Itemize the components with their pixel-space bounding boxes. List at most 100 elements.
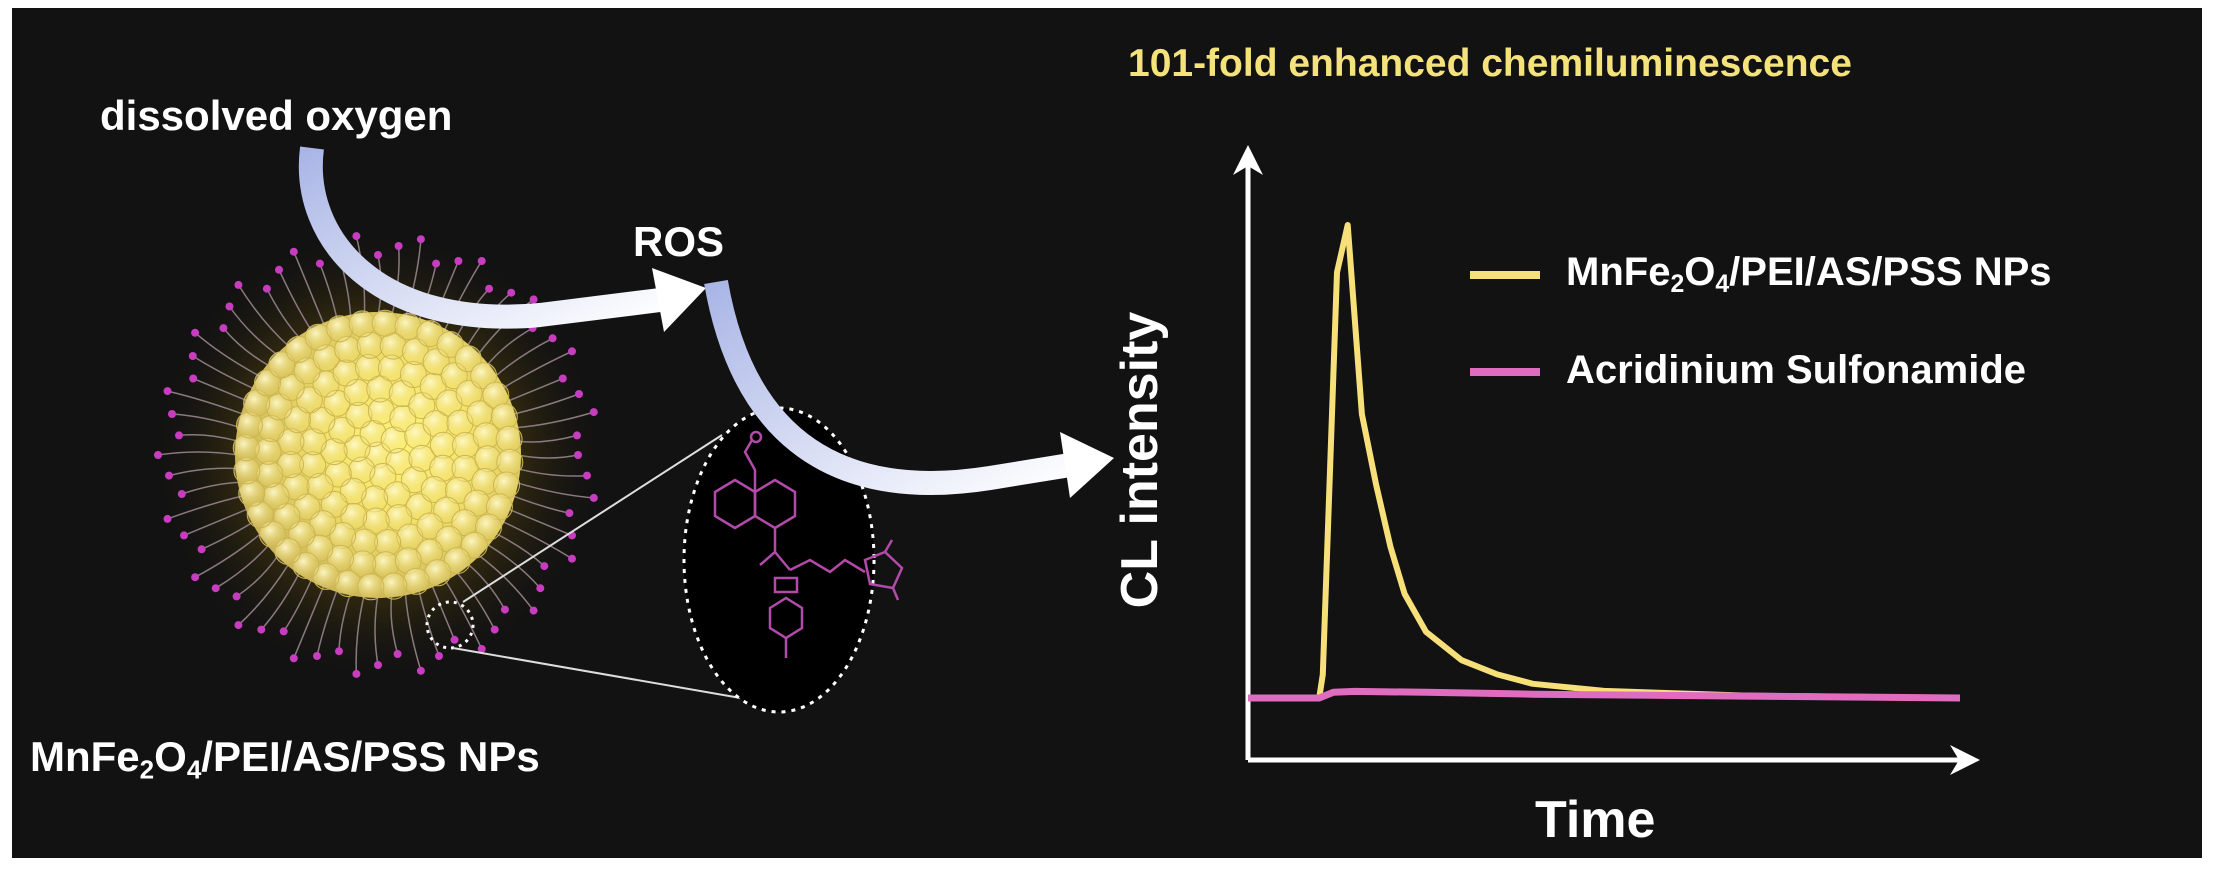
zoom-line-top bbox=[462, 434, 723, 603]
surface-sphere bbox=[496, 448, 524, 476]
legend-label-np: MnFe2O4/PEI/AS/PSS NPs bbox=[1566, 250, 2052, 298]
ligand-end-group bbox=[540, 562, 549, 571]
ligand-chain bbox=[215, 543, 271, 589]
ligand-end-group bbox=[490, 625, 499, 634]
ligand-chain bbox=[443, 578, 483, 650]
ligand-end-group bbox=[432, 259, 441, 268]
ligand-end-group bbox=[163, 387, 172, 396]
ligand-chain bbox=[511, 494, 570, 514]
ligand-chain bbox=[485, 543, 541, 589]
np-label-sub: 2 bbox=[139, 754, 155, 785]
zoom-callout bbox=[425, 406, 904, 714]
ligand-end-group bbox=[313, 652, 321, 660]
zoom-source-circle bbox=[425, 600, 475, 650]
ligand-chain bbox=[517, 454, 579, 459]
surface-sphere bbox=[436, 331, 464, 358]
zoom-ellipse bbox=[682, 406, 876, 714]
ligand-end-group bbox=[558, 374, 567, 383]
nanoparticle-surface-spheres bbox=[232, 309, 524, 601]
oxygen-to-ros-arrow bbox=[298, 146, 662, 329]
ligand-end-group bbox=[568, 554, 576, 563]
ligand-end-group bbox=[168, 410, 176, 418]
ros-to-chart-arrow bbox=[704, 279, 1072, 495]
ligand-chain bbox=[168, 467, 239, 477]
series-line-np bbox=[1248, 222, 1961, 701]
ligand-chain bbox=[493, 337, 553, 378]
np-label-part: MnFe bbox=[30, 733, 140, 780]
ligand-end-group bbox=[548, 334, 557, 343]
ros-to-chart-arrowhead bbox=[1060, 432, 1114, 498]
ligand-chain bbox=[266, 288, 301, 340]
surface-sphere bbox=[495, 425, 523, 453]
ligand-chain bbox=[171, 413, 241, 429]
ligand-chain bbox=[183, 507, 249, 537]
ligand-end-group bbox=[485, 284, 494, 293]
ligand-end-group bbox=[454, 257, 463, 265]
ligand-end-group bbox=[394, 242, 403, 250]
ligand-end-group bbox=[589, 408, 598, 417]
surface-sphere bbox=[285, 335, 313, 363]
ligand-chain bbox=[507, 377, 564, 403]
legend-label-part: O bbox=[1684, 250, 1716, 294]
surface-sphere bbox=[402, 567, 430, 595]
ligand-chain bbox=[167, 494, 245, 520]
surface-sphere bbox=[470, 362, 498, 390]
ligand-chain bbox=[485, 327, 533, 367]
ligand-chain bbox=[390, 245, 400, 316]
ligand-chain bbox=[515, 481, 594, 499]
surface-sphere bbox=[268, 351, 296, 379]
surface-sphere bbox=[326, 315, 354, 343]
ligand-chain bbox=[338, 592, 352, 652]
ligand-chain bbox=[192, 377, 249, 403]
ligand-chain bbox=[194, 532, 263, 578]
ligand-end-group bbox=[573, 431, 581, 440]
ligand-end-group bbox=[500, 605, 509, 614]
ligand-end-group bbox=[574, 451, 582, 459]
surface-sphere bbox=[274, 537, 302, 565]
nanoparticle bbox=[148, 225, 608, 685]
cl-chart bbox=[1233, 145, 1980, 775]
nanoparticle-label: MnFe2O4/PEI/AS/PSS NPs bbox=[30, 733, 540, 785]
ligand-chain bbox=[237, 284, 290, 348]
ligand-chain bbox=[355, 594, 366, 674]
ligand-end-group bbox=[189, 374, 198, 383]
ligand-end-group bbox=[165, 471, 173, 480]
ligand-end-group bbox=[234, 280, 243, 289]
ligand-end-group bbox=[416, 235, 425, 244]
ligand-end-group bbox=[529, 606, 538, 615]
ligand-chain bbox=[236, 553, 280, 598]
reaction-arrows bbox=[298, 146, 1114, 498]
surface-sphere bbox=[233, 457, 261, 485]
zoom-line-bottom bbox=[452, 647, 753, 701]
ligand-end-group bbox=[393, 650, 402, 658]
ligand-chain bbox=[157, 451, 239, 456]
ligand-chain bbox=[278, 269, 313, 332]
ligand-end-group bbox=[225, 302, 234, 311]
ligand-chain bbox=[511, 393, 580, 416]
oxygen-to-ros-arrowhead bbox=[652, 268, 706, 332]
ligand-end-group bbox=[565, 509, 574, 518]
ligand-chain bbox=[494, 532, 545, 567]
ligand-end-group bbox=[262, 284, 271, 293]
ligand-chain bbox=[455, 570, 496, 630]
surface-sphere bbox=[454, 345, 482, 373]
ligand-chain bbox=[466, 562, 506, 610]
ligand-end-group bbox=[352, 232, 361, 241]
ligand-chain bbox=[192, 355, 255, 390]
x-axis-label: Time bbox=[1535, 791, 1656, 849]
ligand-chain bbox=[507, 507, 573, 537]
ligand-chain bbox=[374, 594, 379, 666]
ligand-end-group bbox=[507, 288, 516, 297]
ligand-end-group bbox=[477, 257, 486, 265]
ligand-chain bbox=[260, 571, 301, 631]
np-label-part: O bbox=[154, 733, 187, 780]
ligand-end-group bbox=[435, 652, 443, 660]
ligand-chain bbox=[178, 433, 239, 443]
ligand-end-group bbox=[315, 259, 324, 268]
ligand-end-group bbox=[191, 573, 200, 582]
ligand-chain bbox=[194, 332, 262, 378]
surface-sphere bbox=[443, 547, 471, 575]
ligand-end-group bbox=[279, 627, 288, 636]
surface-sphere bbox=[371, 309, 399, 337]
legend-label-sub: 4 bbox=[1715, 270, 1730, 298]
